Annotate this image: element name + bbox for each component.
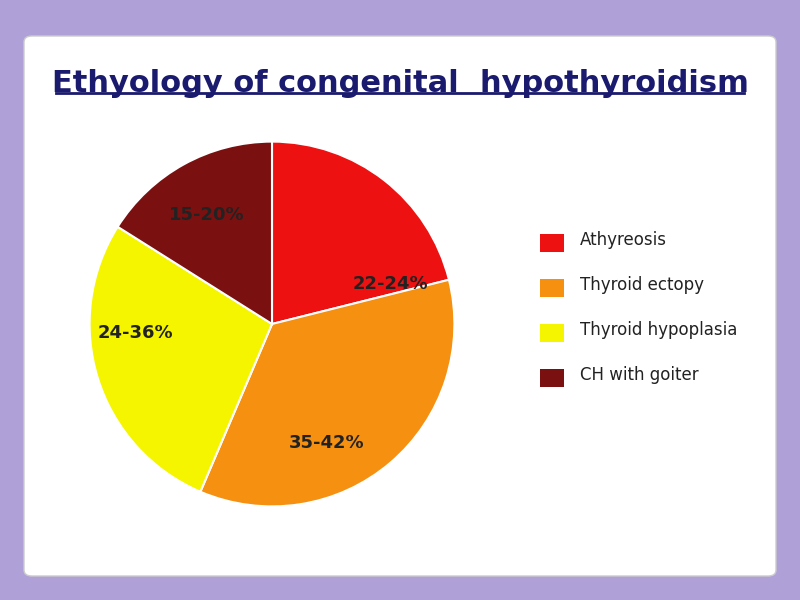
Text: Thyroid hypoplasia: Thyroid hypoplasia — [580, 321, 738, 339]
Text: 24-36%: 24-36% — [98, 324, 173, 342]
Text: 22-24%: 22-24% — [353, 275, 428, 293]
Text: 15-20%: 15-20% — [169, 206, 244, 224]
Wedge shape — [200, 280, 454, 506]
Wedge shape — [118, 142, 272, 324]
Wedge shape — [90, 227, 272, 492]
Text: Thyroid ectopy: Thyroid ectopy — [580, 276, 704, 294]
Text: Athyreosis: Athyreosis — [580, 231, 667, 249]
Text: 35-42%: 35-42% — [289, 434, 365, 452]
Wedge shape — [272, 142, 449, 324]
Text: Ethyology of congenital  hypothyroidism: Ethyology of congenital hypothyroidism — [51, 69, 749, 98]
FancyBboxPatch shape — [24, 36, 776, 576]
Text: CH with goiter: CH with goiter — [580, 366, 698, 384]
